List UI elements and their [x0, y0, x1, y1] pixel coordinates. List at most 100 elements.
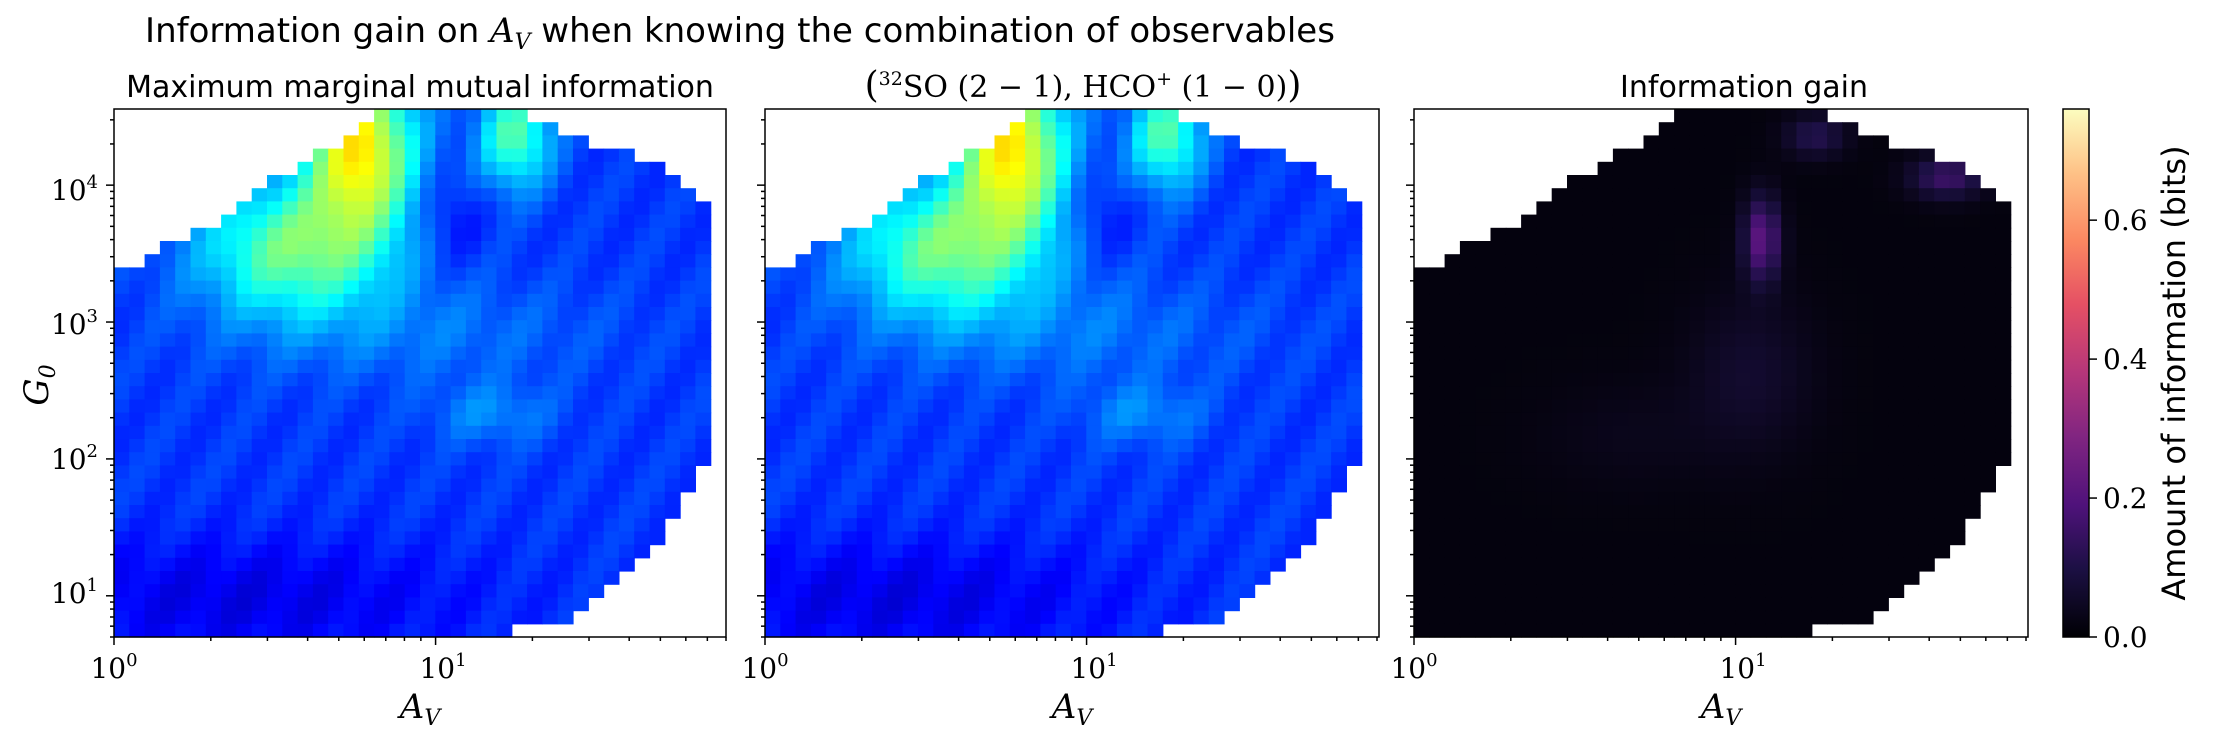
heatmap-cell	[236, 571, 253, 585]
heatmap-cell	[267, 478, 283, 493]
heatmap-cell	[810, 359, 827, 374]
heatmap-cell	[634, 227, 651, 242]
heatmap-cell	[1781, 254, 1798, 268]
heatmap-cell	[1193, 214, 1210, 229]
heatmap-cell	[1857, 293, 1874, 308]
heatmap-cell	[343, 518, 360, 532]
heatmap-cell	[1964, 227, 1981, 242]
heatmap-cell	[1459, 373, 1476, 387]
heatmap-cell	[251, 346, 268, 361]
heatmap-cell	[1521, 557, 1537, 572]
heatmap-cell	[948, 399, 965, 414]
heatmap-cell	[1582, 544, 1599, 559]
heatmap-cell	[933, 399, 950, 414]
heatmap-cell	[450, 280, 467, 295]
heatmap-cell	[1582, 425, 1599, 440]
heatmap-cell	[1315, 241, 1332, 255]
heatmap-cell	[1643, 412, 1660, 427]
heatmap-cell	[511, 597, 528, 612]
heatmap-cell	[1597, 610, 1614, 625]
heatmap-cell	[1331, 293, 1347, 308]
heatmap-cell	[1582, 584, 1599, 598]
heatmap-cell	[1720, 597, 1736, 612]
heatmap-cell	[1827, 359, 1843, 374]
heatmap-cell	[1857, 214, 1874, 229]
heatmap-cell	[618, 161, 635, 176]
heatmap-cell	[481, 505, 498, 519]
heatmap-cell	[1720, 201, 1736, 216]
heatmap-cell	[1873, 135, 1889, 150]
heatmap-cell	[1224, 597, 1240, 612]
heatmap-cell	[1888, 333, 1905, 348]
heatmap-cell	[312, 425, 329, 440]
heatmap-cell	[918, 293, 934, 308]
heatmap-cell	[297, 623, 314, 638]
heatmap-cell	[810, 518, 827, 532]
heatmap-cell	[527, 280, 543, 295]
heatmap-cell	[1086, 214, 1103, 229]
heatmap-cell	[664, 399, 681, 414]
heatmap-cell	[1949, 359, 1966, 374]
heatmap-cell	[358, 333, 375, 348]
heatmap-cell	[1208, 373, 1225, 387]
heatmap-cell	[1178, 201, 1194, 216]
heatmap-cell	[557, 293, 574, 308]
heatmap-cell	[1116, 439, 1133, 453]
heatmap-cell	[826, 505, 843, 519]
heatmap-cell	[1888, 280, 1905, 295]
heatmap-cell	[1055, 214, 1072, 229]
heatmap-cell	[1827, 386, 1843, 400]
heatmap-cell	[1025, 386, 1041, 400]
heatmap-cell	[826, 623, 843, 638]
heatmap-cell	[872, 531, 888, 546]
heatmap-cell	[1949, 399, 1966, 414]
heatmap-cell	[680, 478, 696, 493]
heatmap-cell	[1101, 359, 1118, 374]
heatmap-cell	[603, 346, 620, 361]
heatmap-cell	[1643, 346, 1660, 361]
heatmap-cell	[1490, 439, 1507, 453]
heatmap-cell	[1490, 227, 1507, 242]
heatmap-cell	[542, 386, 559, 400]
heatmap-cell	[496, 188, 513, 202]
ytick-10-4: 104	[51, 172, 98, 207]
heatmap-cell	[542, 214, 559, 229]
heatmap-cell	[1285, 188, 1302, 202]
heatmap-cell	[1254, 227, 1271, 242]
heatmap-cell	[1521, 412, 1537, 427]
heatmap-cell	[1414, 386, 1430, 400]
heatmap-cell	[1873, 241, 1889, 255]
heatmap-cell	[190, 227, 207, 242]
heatmap-cell	[1162, 478, 1179, 493]
heatmap-cell	[1086, 439, 1103, 453]
heatmap-cell	[588, 478, 605, 493]
heatmap-cell	[1521, 610, 1537, 625]
heatmap-cell	[1101, 293, 1118, 308]
heatmap-cell	[1459, 254, 1476, 268]
heatmap-cell	[1521, 293, 1537, 308]
heatmap-cell	[603, 333, 620, 348]
heatmap-cell	[1025, 214, 1041, 229]
heatmap-cell	[826, 254, 843, 268]
heatmap-cell	[1490, 425, 1507, 440]
heatmap-cell	[1643, 623, 1660, 638]
heatmap-cell	[979, 307, 996, 321]
heatmap-cell	[856, 610, 873, 625]
heatmap-cell	[1459, 307, 1476, 321]
heatmap-cell	[1796, 518, 1813, 532]
heatmap-cell	[1116, 373, 1133, 387]
heatmap-cell	[1009, 307, 1026, 321]
heatmap-cell	[1224, 346, 1240, 361]
heatmap-cell	[994, 320, 1011, 334]
heatmap-cell	[297, 465, 314, 480]
heatmap-cell	[496, 293, 513, 308]
heatmap-cell	[1735, 439, 1752, 453]
heatmap-cell	[588, 452, 605, 466]
heatmap-cell	[1132, 333, 1149, 348]
heatmap-cell	[1269, 452, 1286, 466]
heatmap-cell	[1689, 373, 1706, 387]
heatmap-cell	[1178, 478, 1194, 493]
heatmap-cell	[1178, 280, 1194, 295]
heatmap-cell	[1285, 346, 1302, 361]
heatmap-cell	[205, 386, 222, 400]
